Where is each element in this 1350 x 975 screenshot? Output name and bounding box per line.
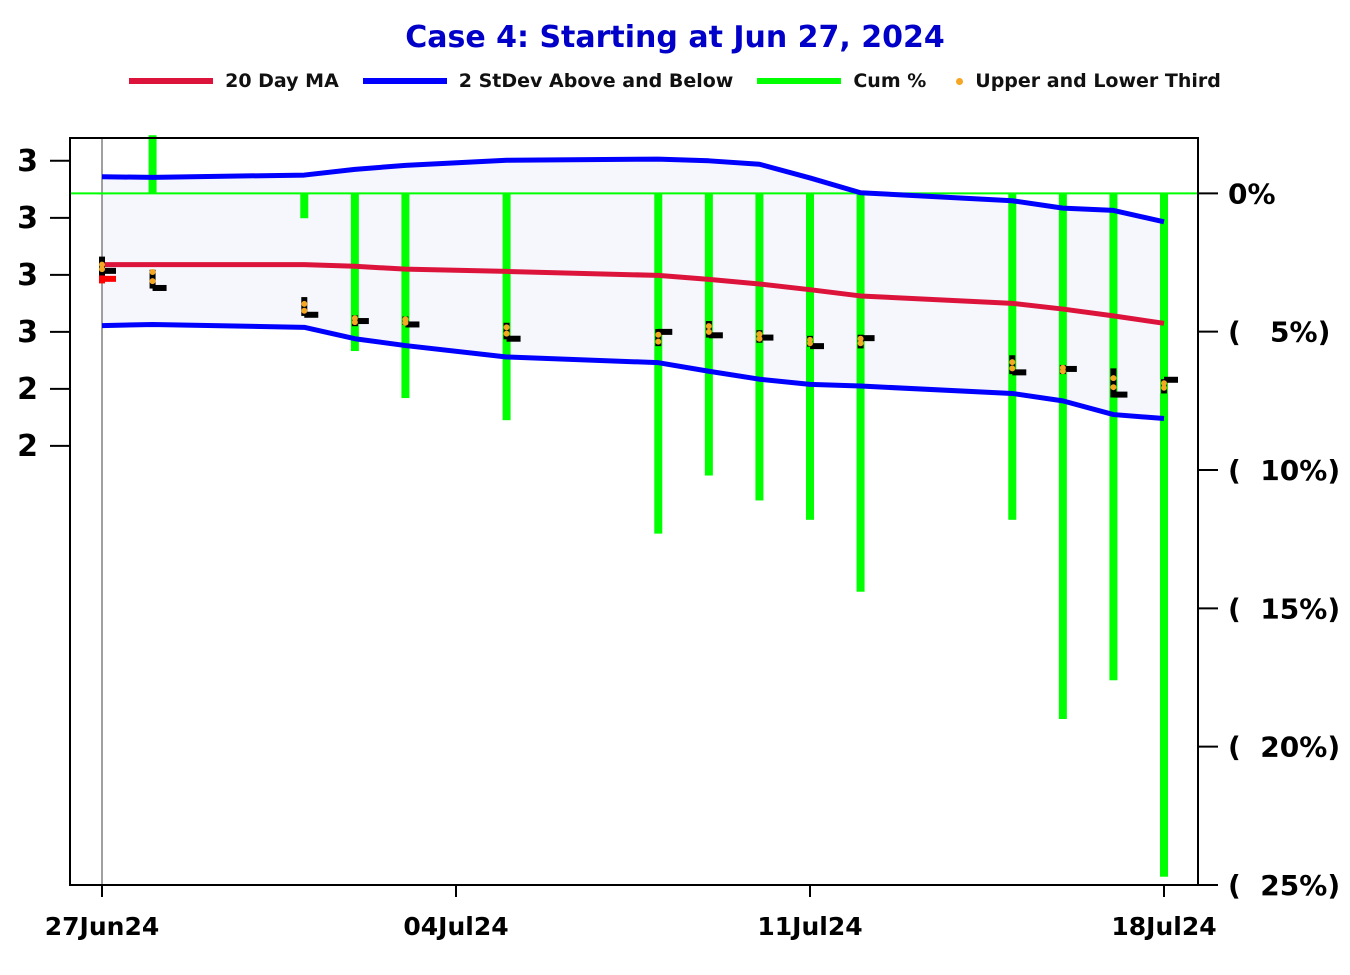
- right-axis-tick-label: 0%: [1228, 177, 1276, 210]
- left-axis-tick-label: 3: [17, 315, 38, 350]
- right-axis-tick-label: ( 10%): [1228, 454, 1340, 487]
- lower-third-dot: [857, 340, 864, 347]
- lower-third-dot: [756, 335, 763, 342]
- stdev-lower-line: [101, 321, 1165, 422]
- price-bar-close-tick: [506, 335, 521, 342]
- price-bar-close-tick: [304, 311, 319, 318]
- legend-label-ma: 20 Day MA: [225, 70, 339, 92]
- cum-percent-bar: [401, 193, 410, 399]
- lower-third-dot: [1059, 368, 1066, 375]
- ma-line: [102, 262, 1165, 326]
- lower-third-dot: [99, 266, 105, 273]
- right-axis-tick-label: ( 15%): [1228, 592, 1340, 625]
- x-axis-tick-label: 18Jul24: [1111, 912, 1216, 941]
- lower-third-dot: [705, 328, 712, 335]
- price-bar-close-tick: [152, 284, 167, 291]
- cum-percent-bar: [98, 193, 106, 195]
- upper-third-dot: [756, 331, 763, 338]
- legend-swatch-cum: [757, 78, 842, 84]
- cum-percent-bar: [502, 193, 511, 421]
- left-axis-tick-label: 3: [17, 144, 38, 179]
- lower-third-dot: [301, 307, 308, 314]
- lower-third-dot: [807, 340, 813, 347]
- upper-third-dot: [149, 269, 156, 276]
- cum-percent-bar: [1160, 193, 1168, 877]
- lower-third-dot: [351, 319, 358, 326]
- price-bar-close-tick: [102, 267, 116, 274]
- legend-label-thirds: Upper and Lower Third: [975, 70, 1221, 92]
- upper-third-dot: [1110, 375, 1117, 382]
- legend-item-cum: Cum %: [757, 70, 926, 92]
- price-bar-close-tick: [1113, 391, 1128, 398]
- x-axis-tick-label: 27Jun24: [45, 912, 159, 941]
- x-axis-tick-label: 11Jul24: [757, 912, 862, 941]
- cum-percent-bar: [300, 193, 309, 219]
- upper-third-dot: [655, 331, 662, 338]
- upper-third-dot: [705, 323, 712, 330]
- upper-third-dot: [503, 324, 510, 331]
- upper-third-dot: [1009, 359, 1016, 366]
- stdev-band: [102, 159, 1164, 419]
- left-axis-tick-label: 3: [17, 258, 38, 293]
- upper-third-dot: [301, 300, 308, 307]
- price-bar-close-tick: [810, 343, 824, 350]
- cum-percent-bar: [856, 193, 865, 592]
- price-bar-close-tick: [708, 332, 723, 339]
- upper-third-dot: [1161, 380, 1167, 387]
- lower-third-dot: [1161, 384, 1167, 391]
- right-axis-tick-label: ( 25%): [1228, 869, 1340, 902]
- legend-swatch-ma: [129, 78, 214, 84]
- price-bar-close-tick: [658, 328, 673, 335]
- upper-third-dot: [857, 335, 864, 342]
- legend-item-thirds: Upper and Lower Third: [950, 70, 1221, 92]
- lower-third-dot: [149, 278, 156, 285]
- cum-percent-bar: [755, 193, 764, 501]
- legend-swatch-stdev: [362, 78, 447, 84]
- legend-label-cum: Cum %: [853, 70, 927, 92]
- cum-percent-bar: [148, 135, 157, 194]
- left-axis-tick-label: 2: [17, 429, 38, 464]
- cum-percent-bar: [350, 193, 359, 352]
- legend-item-stdev: 2 StDev Above and Below: [362, 70, 734, 92]
- left-axis-tick-label: 2: [17, 372, 38, 407]
- legend: 20 Day MA 2 StDev Above and Below Cum % …: [0, 70, 1350, 92]
- right-axis-tick-label: ( 5%): [1228, 316, 1330, 349]
- lower-third-dot: [1009, 365, 1016, 372]
- price-bar: [1110, 368, 1117, 398]
- upper-third-dot: [99, 261, 105, 268]
- left-axis-tick-label: 3: [17, 201, 38, 236]
- lower-third-dot: [1110, 384, 1117, 391]
- plot-frame: [69, 137, 1199, 886]
- legend-item-ma: 20 Day MA: [129, 70, 339, 92]
- price-bar-close-tick: [759, 334, 774, 341]
- lower-third-dot: [503, 330, 510, 337]
- price-bar-close-tick: [1012, 369, 1027, 376]
- cum-percent-bar: [1058, 193, 1067, 720]
- chart-title: Case 4: Starting at Jun 27, 2024: [405, 20, 945, 55]
- cum-percent-bar: [1109, 193, 1118, 681]
- stdev-upper-line: [101, 156, 1165, 225]
- price-bar-close-tick: [354, 318, 369, 325]
- x-axis-tick-label: 04Jul24: [403, 912, 508, 941]
- cum-percent-bar: [806, 193, 814, 520]
- right-axis-tick-label: ( 20%): [1228, 731, 1340, 764]
- lower-third-dot: [402, 319, 409, 326]
- lower-third-dot: [655, 338, 662, 345]
- legend-dot-thirds: [956, 77, 964, 85]
- price-bar-close-tick: [860, 335, 875, 342]
- price-bar-close-tick: [102, 275, 116, 282]
- legend-label-stdev: 2 StDev Above and Below: [458, 70, 734, 92]
- price-bar-close-tick: [1062, 365, 1077, 372]
- price-bar-close-tick: [1164, 376, 1178, 383]
- price-bar-close-tick: [405, 321, 420, 328]
